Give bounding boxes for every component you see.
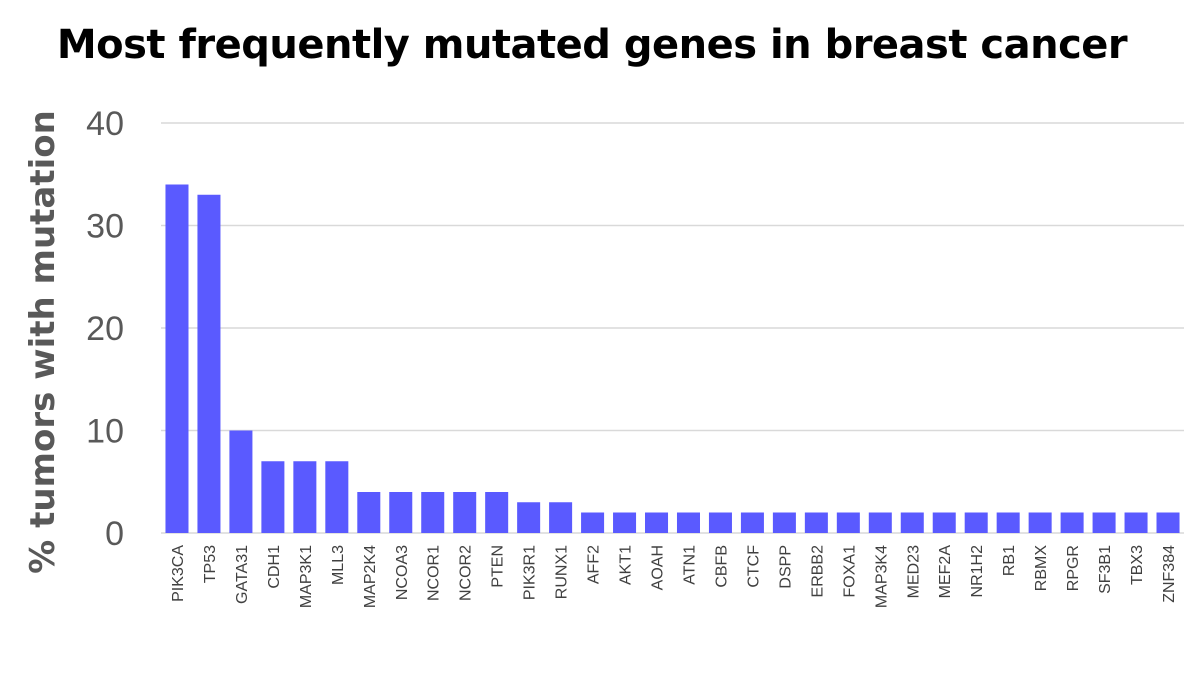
bar-rbmx [1028, 512, 1052, 533]
bar-mll3 [325, 461, 349, 533]
x-tick-label: MAP3K1 [298, 545, 315, 608]
bar-med23 [900, 512, 924, 533]
bar-aoah [645, 512, 669, 533]
bar-tp53 [197, 194, 221, 533]
x-tick-label: PIK3R1 [522, 545, 539, 600]
x-tick-label: RBMX [1033, 545, 1050, 592]
bar-erbb2 [804, 512, 828, 533]
x-tick-label: ATN1 [681, 545, 698, 585]
x-tick-label: AFF2 [586, 545, 603, 584]
x-tick-label: MED23 [905, 545, 922, 598]
bar-znf384 [1156, 512, 1180, 533]
bar-ncor1 [421, 492, 445, 533]
x-tick-label: CTCF [745, 545, 762, 588]
x-tick-label: TP53 [202, 545, 219, 583]
bar-ncoa3 [389, 492, 413, 533]
x-tick-label: GATA31 [234, 545, 251, 604]
x-tick-label: RB1 [1001, 545, 1018, 576]
bar-akt1 [613, 512, 637, 533]
x-tick-label: PIK3CA [170, 545, 187, 602]
x-tick-label: NCOR2 [458, 545, 475, 601]
x-tick-label: MLL3 [330, 545, 347, 585]
y-tick-label: 0 [105, 515, 124, 553]
y-tick-label: 30 [86, 208, 124, 246]
x-tick-label: NCOA3 [394, 545, 411, 600]
x-tick-label: NCOR1 [426, 545, 443, 601]
bar-rpgr [1060, 512, 1084, 533]
x-tick-label: SF3B1 [1097, 545, 1114, 594]
bar-nr1h2 [964, 512, 988, 533]
x-tick-label: TBX3 [1129, 545, 1146, 585]
bar-cdh1 [261, 461, 285, 533]
bar-pten [485, 492, 509, 533]
x-tick-label: MAP3K4 [873, 545, 890, 608]
x-tick-label: RPGR [1065, 545, 1082, 591]
bar-pik3r1 [517, 502, 541, 533]
x-tick-label: PTEN [490, 545, 507, 588]
bar-mef2a [932, 512, 956, 533]
bar-ncor2 [453, 492, 477, 533]
bars [165, 184, 1180, 533]
bar-foxa1 [836, 512, 860, 533]
bar-rb1 [996, 512, 1020, 533]
bar-dspp [772, 512, 796, 533]
chart-title: Most frequently mutated genes in breast … [56, 22, 1128, 68]
bar-cbfb [708, 512, 732, 533]
x-tick-label: MEF2A [937, 545, 954, 599]
x-tick-label: CBFB [713, 545, 730, 588]
y-axis-label: % tumors with mutation [23, 110, 63, 574]
y-tick-label: 40 [86, 105, 124, 143]
y-tick-label: 10 [86, 413, 124, 451]
y-tick-label: 20 [86, 310, 124, 348]
x-tick-label: ERBB2 [809, 545, 826, 598]
bar-tbx3 [1124, 512, 1148, 533]
bar-aff2 [581, 512, 605, 533]
bar-atn1 [676, 512, 700, 533]
x-tick-label: MAP2K4 [362, 545, 379, 608]
x-tick-label: AOAH [650, 545, 667, 590]
bar-runx1 [549, 502, 573, 533]
bar-map3k1 [293, 461, 317, 533]
x-tick-label: DSPP [777, 545, 794, 589]
x-axis-ticks: PIK3CA TP53 GATA31 CDH1 MAP3K1 MLL3 MAP2K4 NCOA… [170, 545, 1178, 608]
x-tick-label: FOXA1 [841, 545, 858, 598]
x-tick-label: CDH1 [266, 545, 283, 589]
y-axis-ticks: 0 10 20 30 40 [86, 105, 124, 553]
x-tick-label: ZNF384 [1161, 545, 1178, 603]
bar-gata31 [229, 430, 253, 533]
x-tick-label: RUNX1 [554, 545, 571, 599]
x-tick-label: NR1H2 [969, 545, 986, 598]
bar-sf3b1 [1092, 512, 1116, 533]
bar-ctcf [740, 512, 764, 533]
bar-map2k4 [357, 492, 381, 533]
bar-map3k4 [868, 512, 892, 533]
x-tick-label: AKT1 [618, 545, 635, 585]
bar-pik3ca [165, 184, 189, 533]
